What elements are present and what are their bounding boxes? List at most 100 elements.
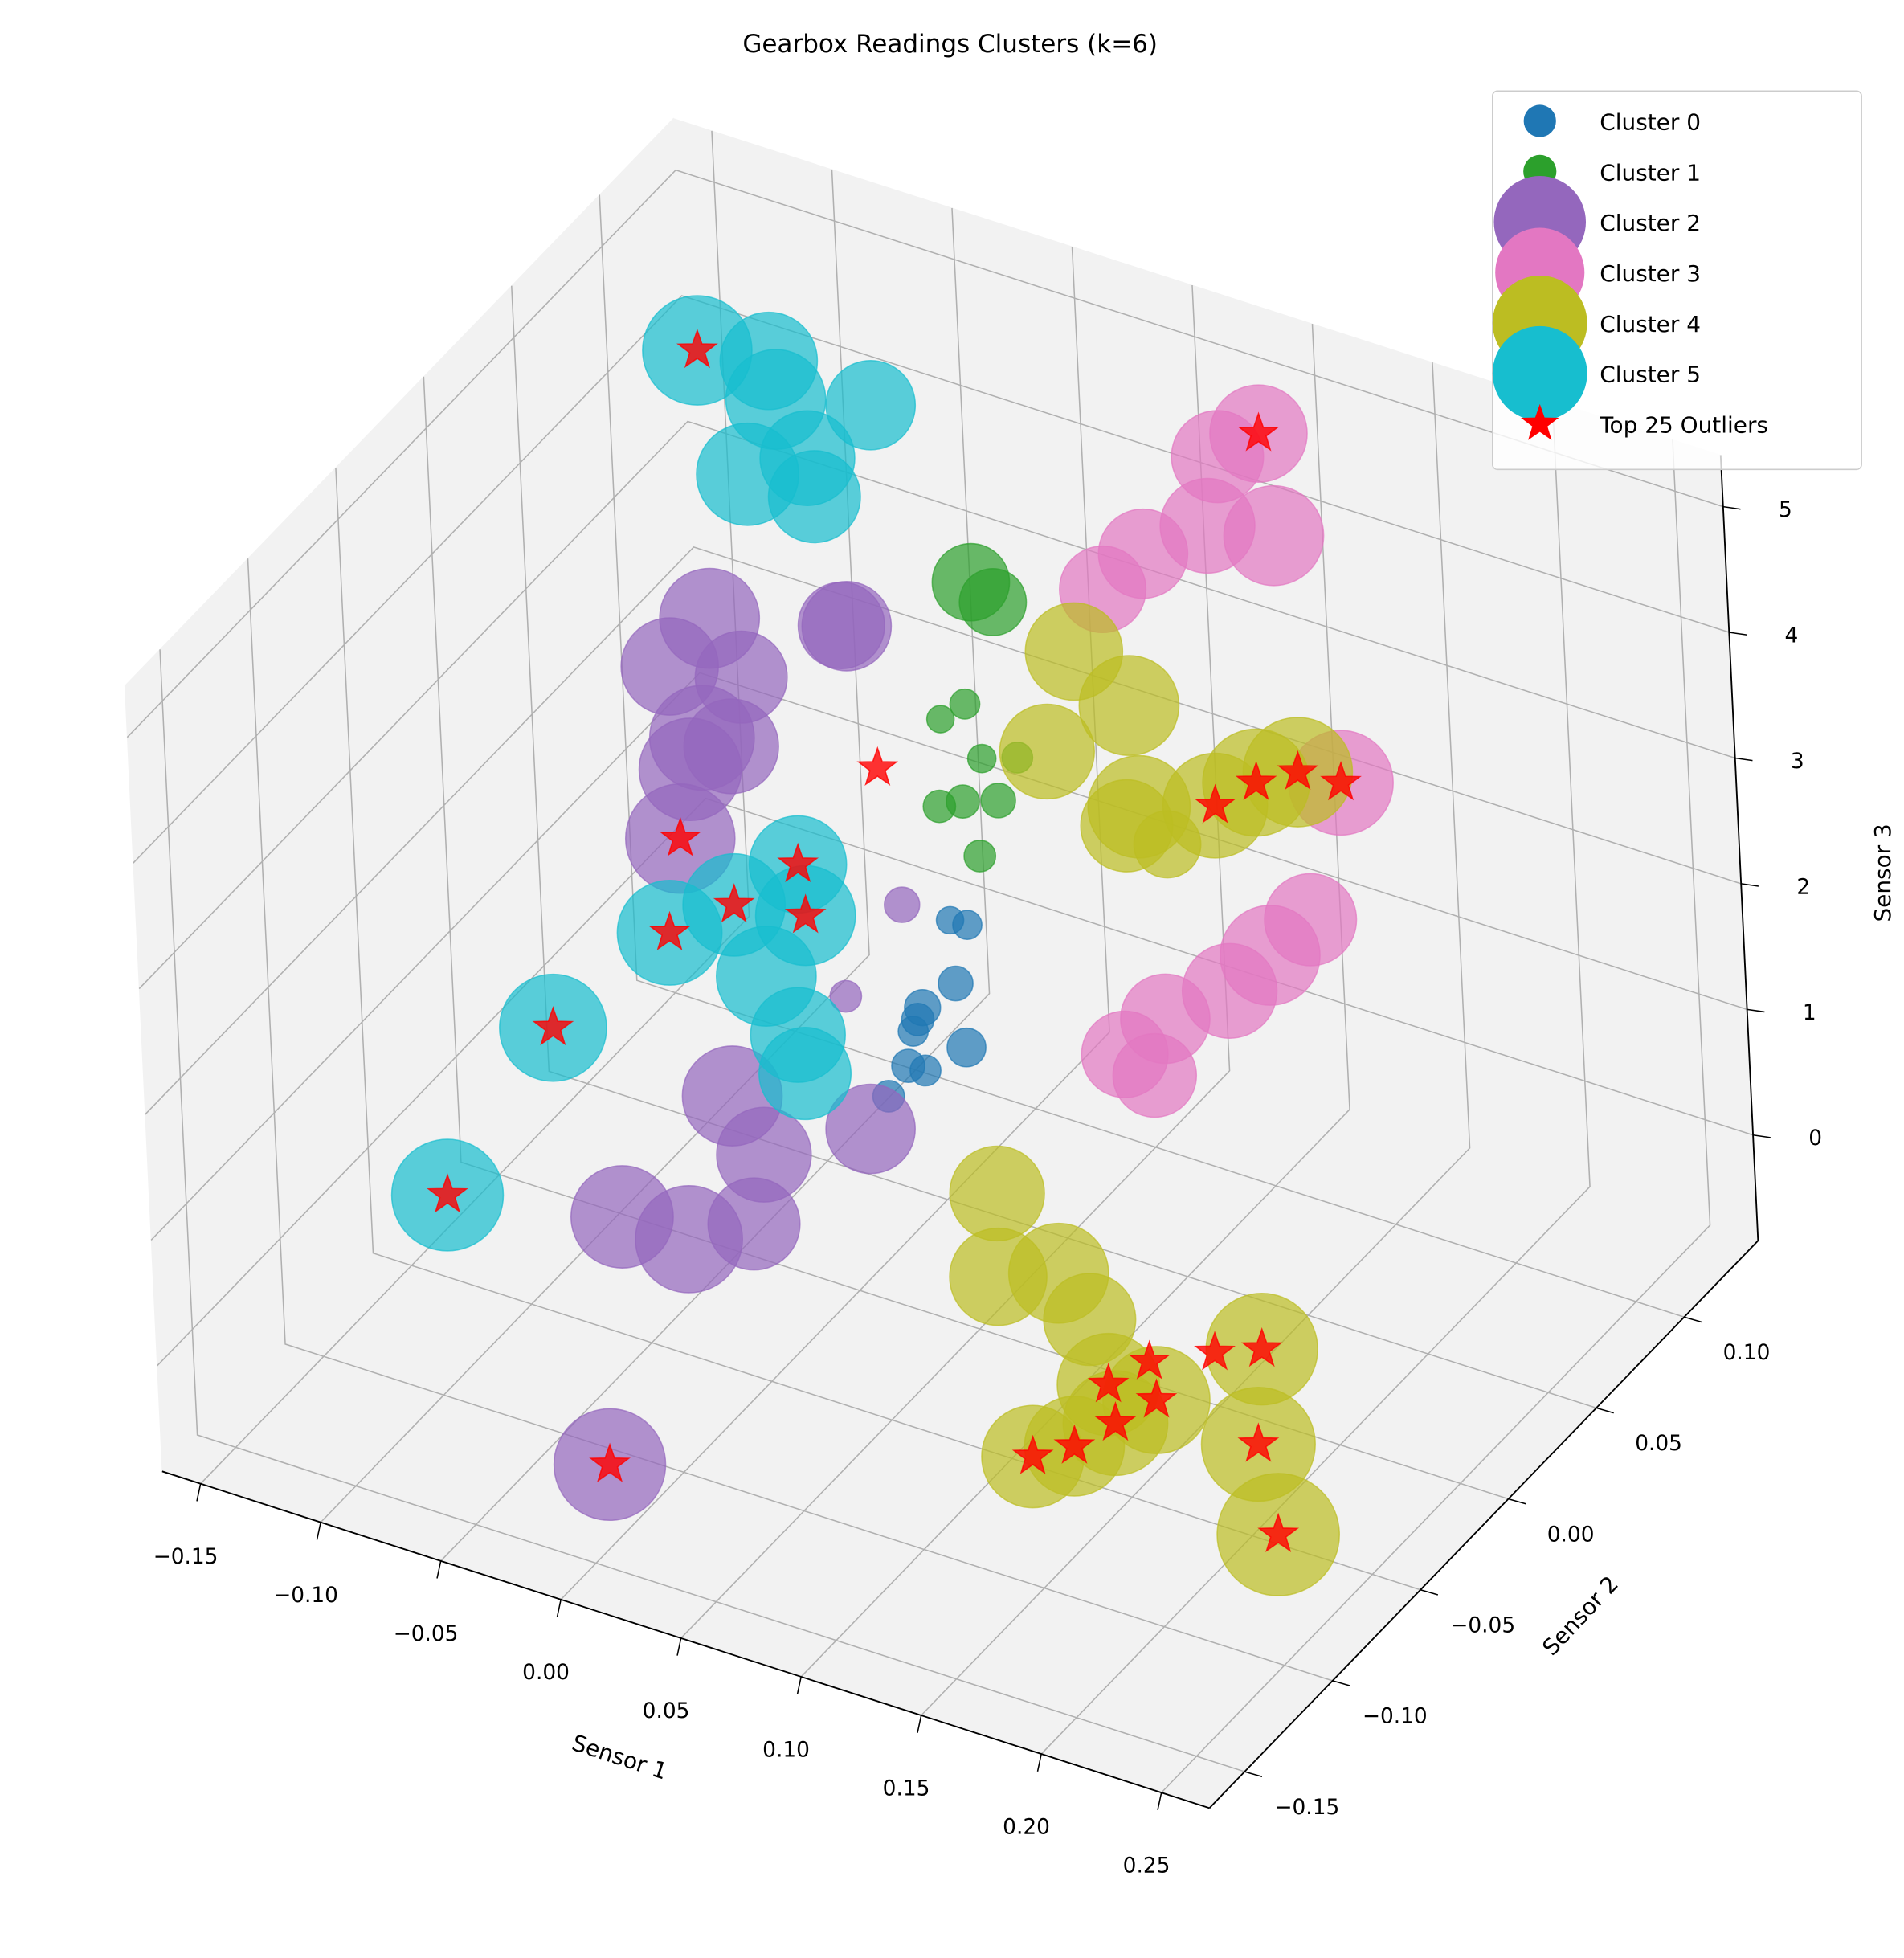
legend-label: Cluster 1 xyxy=(1600,159,1701,186)
outlier-star xyxy=(532,1006,574,1046)
cluster-point xyxy=(825,1083,916,1175)
y-axis-line xyxy=(1208,1240,1759,1809)
cluster-point xyxy=(949,1145,1045,1242)
x-grid-line xyxy=(440,207,991,1562)
x-tick-label: 0.00 xyxy=(522,1661,570,1685)
cluster-point xyxy=(1133,810,1202,879)
legend-label: Cluster 5 xyxy=(1600,362,1701,388)
y-grid-line xyxy=(599,194,1685,1318)
legend: Cluster 0 Cluster 1 Cluster 2 Cluster 3 Clus… xyxy=(1491,90,1862,471)
x-axis-line xyxy=(161,1470,1210,1809)
cluster-point xyxy=(1024,602,1124,701)
x-tick-mark xyxy=(556,1599,562,1617)
z-tick-label: 3 xyxy=(1791,750,1804,774)
outlier-star xyxy=(856,746,899,787)
y-tick-mark xyxy=(1596,1407,1614,1414)
outlier-star xyxy=(1128,1339,1171,1380)
cluster-point xyxy=(909,1054,942,1087)
z-tick-mark xyxy=(1752,1134,1771,1138)
y-tick-mark xyxy=(1244,1771,1263,1778)
z-grid-line xyxy=(138,420,1735,990)
outlier-star xyxy=(1011,1434,1054,1474)
y-tick-mark xyxy=(1508,1498,1526,1505)
cluster-point xyxy=(904,988,942,1027)
cluster-point xyxy=(966,743,997,774)
x-grid-line xyxy=(921,362,1471,1716)
z-grid-line xyxy=(133,295,1730,864)
outlier-star xyxy=(676,328,718,369)
y-tick-label: −0.05 xyxy=(1450,1614,1515,1638)
cluster-point xyxy=(829,979,863,1013)
x-tick-label: −0.10 xyxy=(273,1584,338,1608)
cluster-point xyxy=(931,542,1011,622)
outlier-star xyxy=(589,1442,631,1482)
y-tick-label: −0.10 xyxy=(1363,1705,1428,1729)
outlier-star xyxy=(1237,411,1280,452)
cluster-point xyxy=(999,703,1096,800)
y-axis-label: Sensor 2 xyxy=(1537,1571,1624,1661)
legend-marker xyxy=(1523,104,1556,137)
legend-label: Cluster 0 xyxy=(1600,108,1701,135)
cluster-point xyxy=(797,581,885,669)
x-tick-mark xyxy=(436,1560,442,1579)
y-tick-mark xyxy=(1684,1316,1702,1323)
cluster-point xyxy=(570,1165,674,1269)
y-grid-line xyxy=(247,558,1333,1682)
x-tick-label: −0.15 xyxy=(153,1545,219,1569)
legend-marker xyxy=(1492,325,1587,421)
side-pane xyxy=(124,117,712,1473)
y-tick-label: 0.05 xyxy=(1635,1432,1682,1456)
outlier-star xyxy=(1235,760,1277,801)
x-tick-mark xyxy=(676,1637,682,1656)
x-tick-label: 0.25 xyxy=(1123,1854,1171,1878)
cluster-point xyxy=(758,1027,852,1121)
y-tick-label: −0.15 xyxy=(1274,1796,1339,1820)
z-tick-label: 0 xyxy=(1808,1126,1822,1151)
outlier-star xyxy=(1053,1424,1096,1464)
z-grid-line xyxy=(126,169,1724,738)
x-tick-label: −0.05 xyxy=(394,1622,459,1646)
cluster-point xyxy=(1223,484,1325,587)
z-tick-mark xyxy=(1729,632,1747,636)
outlier-star xyxy=(784,893,827,934)
legend-label: Cluster 3 xyxy=(1600,260,1701,287)
x-tick-label: 0.05 xyxy=(643,1699,690,1723)
marks xyxy=(390,295,1394,1596)
x-grid-line xyxy=(800,324,1350,1678)
outlier-star xyxy=(1094,1401,1137,1441)
z-tick-label: 1 xyxy=(1803,1001,1816,1025)
legend-label: Cluster 2 xyxy=(1600,210,1701,236)
z-tick-mark xyxy=(1734,757,1753,762)
chart-title: Gearbox Readings Clusters (k=6) xyxy=(742,30,1158,59)
x-tick-label: 0.10 xyxy=(762,1738,810,1762)
z-axis-line xyxy=(1719,455,1759,1241)
x-grid-line xyxy=(1040,401,1591,1755)
z-tick-label: 2 xyxy=(1796,875,1810,899)
cluster-point xyxy=(949,688,981,720)
legend-label: Top 25 Outliers xyxy=(1599,412,1768,439)
x-tick-label: 0.15 xyxy=(883,1776,930,1801)
cluster-point xyxy=(1112,1032,1198,1118)
panes xyxy=(124,117,1759,1809)
x-tick-mark xyxy=(917,1715,922,1733)
outlier-star xyxy=(1237,1422,1280,1462)
outlier-star xyxy=(427,1173,468,1213)
cluster-point xyxy=(946,1027,987,1068)
x-tick-mark xyxy=(196,1483,202,1502)
x-tick-mark xyxy=(1036,1753,1042,1772)
y-grid-line xyxy=(159,649,1245,1772)
legend-label: Cluster 4 xyxy=(1600,311,1701,337)
x-tick-mark xyxy=(316,1522,321,1540)
outlier-star xyxy=(777,842,819,882)
y-tick-label: 0.00 xyxy=(1547,1523,1595,1547)
y-tick-mark xyxy=(1332,1680,1350,1686)
cluster-point xyxy=(825,359,917,451)
cluster-point xyxy=(922,789,957,824)
outlier-star xyxy=(659,816,701,856)
cluster-point xyxy=(963,840,997,873)
x-grid-line xyxy=(1161,439,1711,1793)
x-axis-label: Sensor 1 xyxy=(569,1729,671,1784)
legend-marker xyxy=(1521,403,1559,440)
outlier-star xyxy=(1320,761,1362,801)
